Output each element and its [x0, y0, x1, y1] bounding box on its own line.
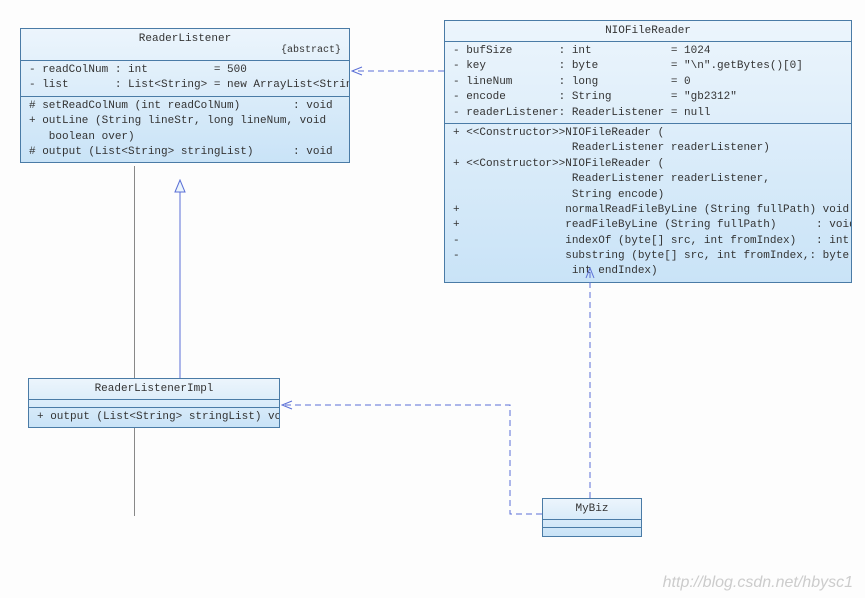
class-niofilereader: NIOFileReader - bufSize : int = 1024 - k… [444, 20, 852, 283]
class-name: MyBiz [575, 503, 608, 515]
class-name: NIOFileReader [605, 25, 691, 37]
class-stereotype: {abstract} [29, 45, 341, 56]
class-operations: + <<Constructor>>NIOFileReader ( ReaderL… [445, 124, 851, 282]
class-header: ReaderListenerImpl [29, 379, 279, 400]
class-attributes [29, 400, 279, 408]
class-header: NIOFileReader [445, 21, 851, 42]
class-readerlistener: ReaderListener {abstract} - readColNum :… [20, 28, 350, 163]
edge-dependency-mybiz-to-impl [282, 405, 542, 514]
class-operations: # setReadColNum (int readColNum) : void … [21, 97, 349, 163]
class-readerlistenerimpl: ReaderListenerImpl + output (List<String… [28, 378, 280, 428]
class-attributes [543, 520, 641, 528]
class-header: MyBiz [543, 499, 641, 520]
class-header: ReaderListener {abstract} [21, 29, 349, 61]
class-mybiz: MyBiz [542, 498, 642, 537]
watermark-text: http://blog.csdn.net/hbysc1 [663, 574, 853, 592]
class-name: ReaderListener [139, 33, 231, 45]
lifeline-vertical [134, 166, 135, 516]
class-name: ReaderListenerImpl [95, 383, 214, 395]
class-attributes: - bufSize : int = 1024 - key : byte = "\… [445, 42, 851, 124]
class-attributes: - readColNum : int = 500 - list : List<S… [21, 61, 349, 97]
class-operations [543, 528, 641, 536]
class-operations: + output (List<String> stringList) void [29, 408, 279, 427]
